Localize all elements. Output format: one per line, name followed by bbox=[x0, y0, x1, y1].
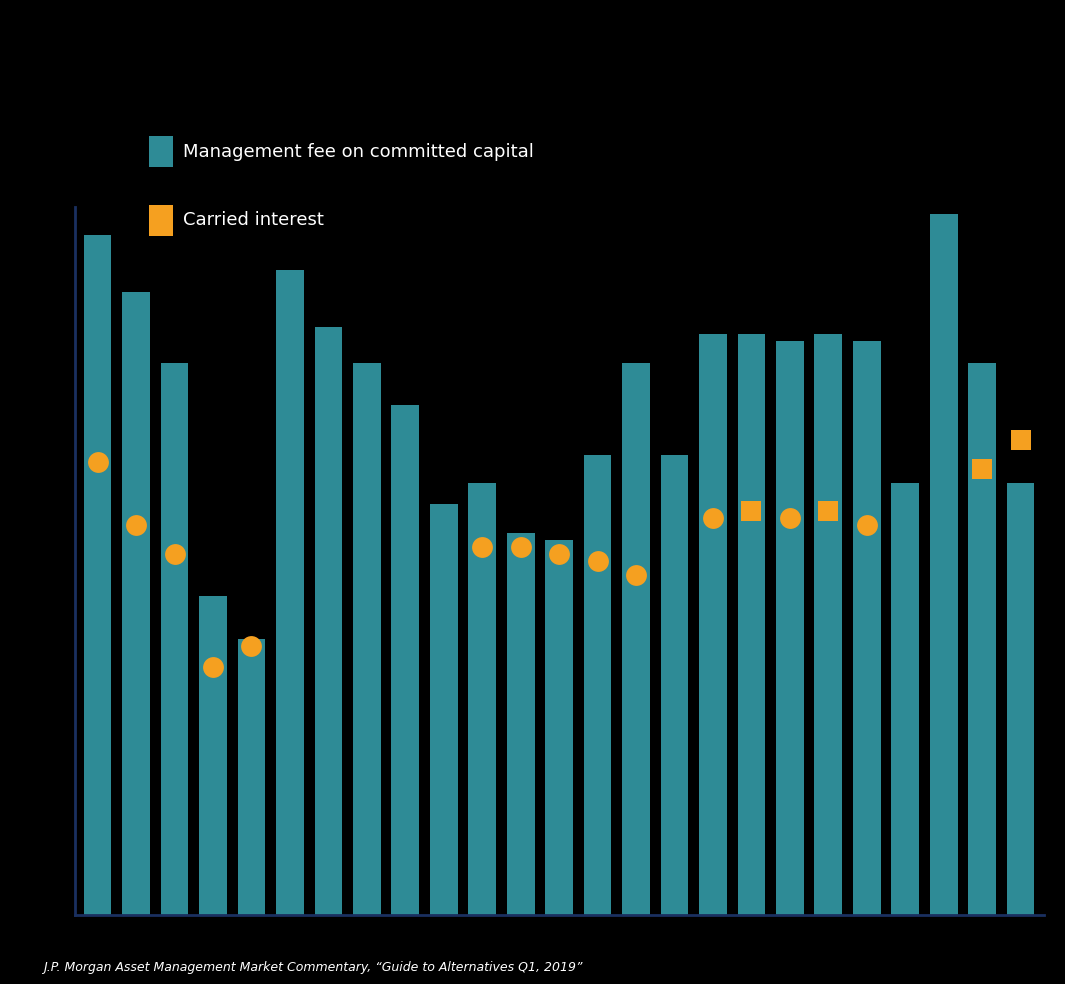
Bar bbox=[891, 483, 919, 915]
Bar bbox=[430, 504, 458, 915]
Bar bbox=[930, 214, 957, 915]
Bar bbox=[699, 335, 726, 915]
Bar bbox=[622, 362, 650, 915]
Bar bbox=[584, 455, 611, 915]
Text: Carried interest: Carried interest bbox=[183, 212, 324, 229]
Bar bbox=[353, 362, 380, 915]
Bar bbox=[161, 362, 189, 915]
Bar bbox=[660, 455, 688, 915]
Bar bbox=[392, 405, 420, 915]
Bar bbox=[815, 335, 842, 915]
Bar bbox=[84, 235, 112, 915]
Bar bbox=[237, 639, 265, 915]
Text: Management fee on committed capital: Management fee on committed capital bbox=[183, 143, 534, 160]
Bar bbox=[545, 539, 573, 915]
Bar bbox=[507, 532, 535, 915]
Bar bbox=[276, 271, 304, 915]
Bar bbox=[122, 291, 150, 915]
Bar bbox=[776, 341, 804, 915]
Bar bbox=[738, 335, 766, 915]
Bar bbox=[1006, 483, 1034, 915]
Bar bbox=[853, 341, 881, 915]
Bar bbox=[968, 362, 996, 915]
Bar bbox=[199, 596, 227, 915]
Bar bbox=[314, 327, 342, 915]
Bar bbox=[469, 483, 496, 915]
Text: J.P. Morgan Asset Management Market Commentary, “Guide to Alternatives Q1, 2019”: J.P. Morgan Asset Management Market Comm… bbox=[43, 961, 583, 974]
